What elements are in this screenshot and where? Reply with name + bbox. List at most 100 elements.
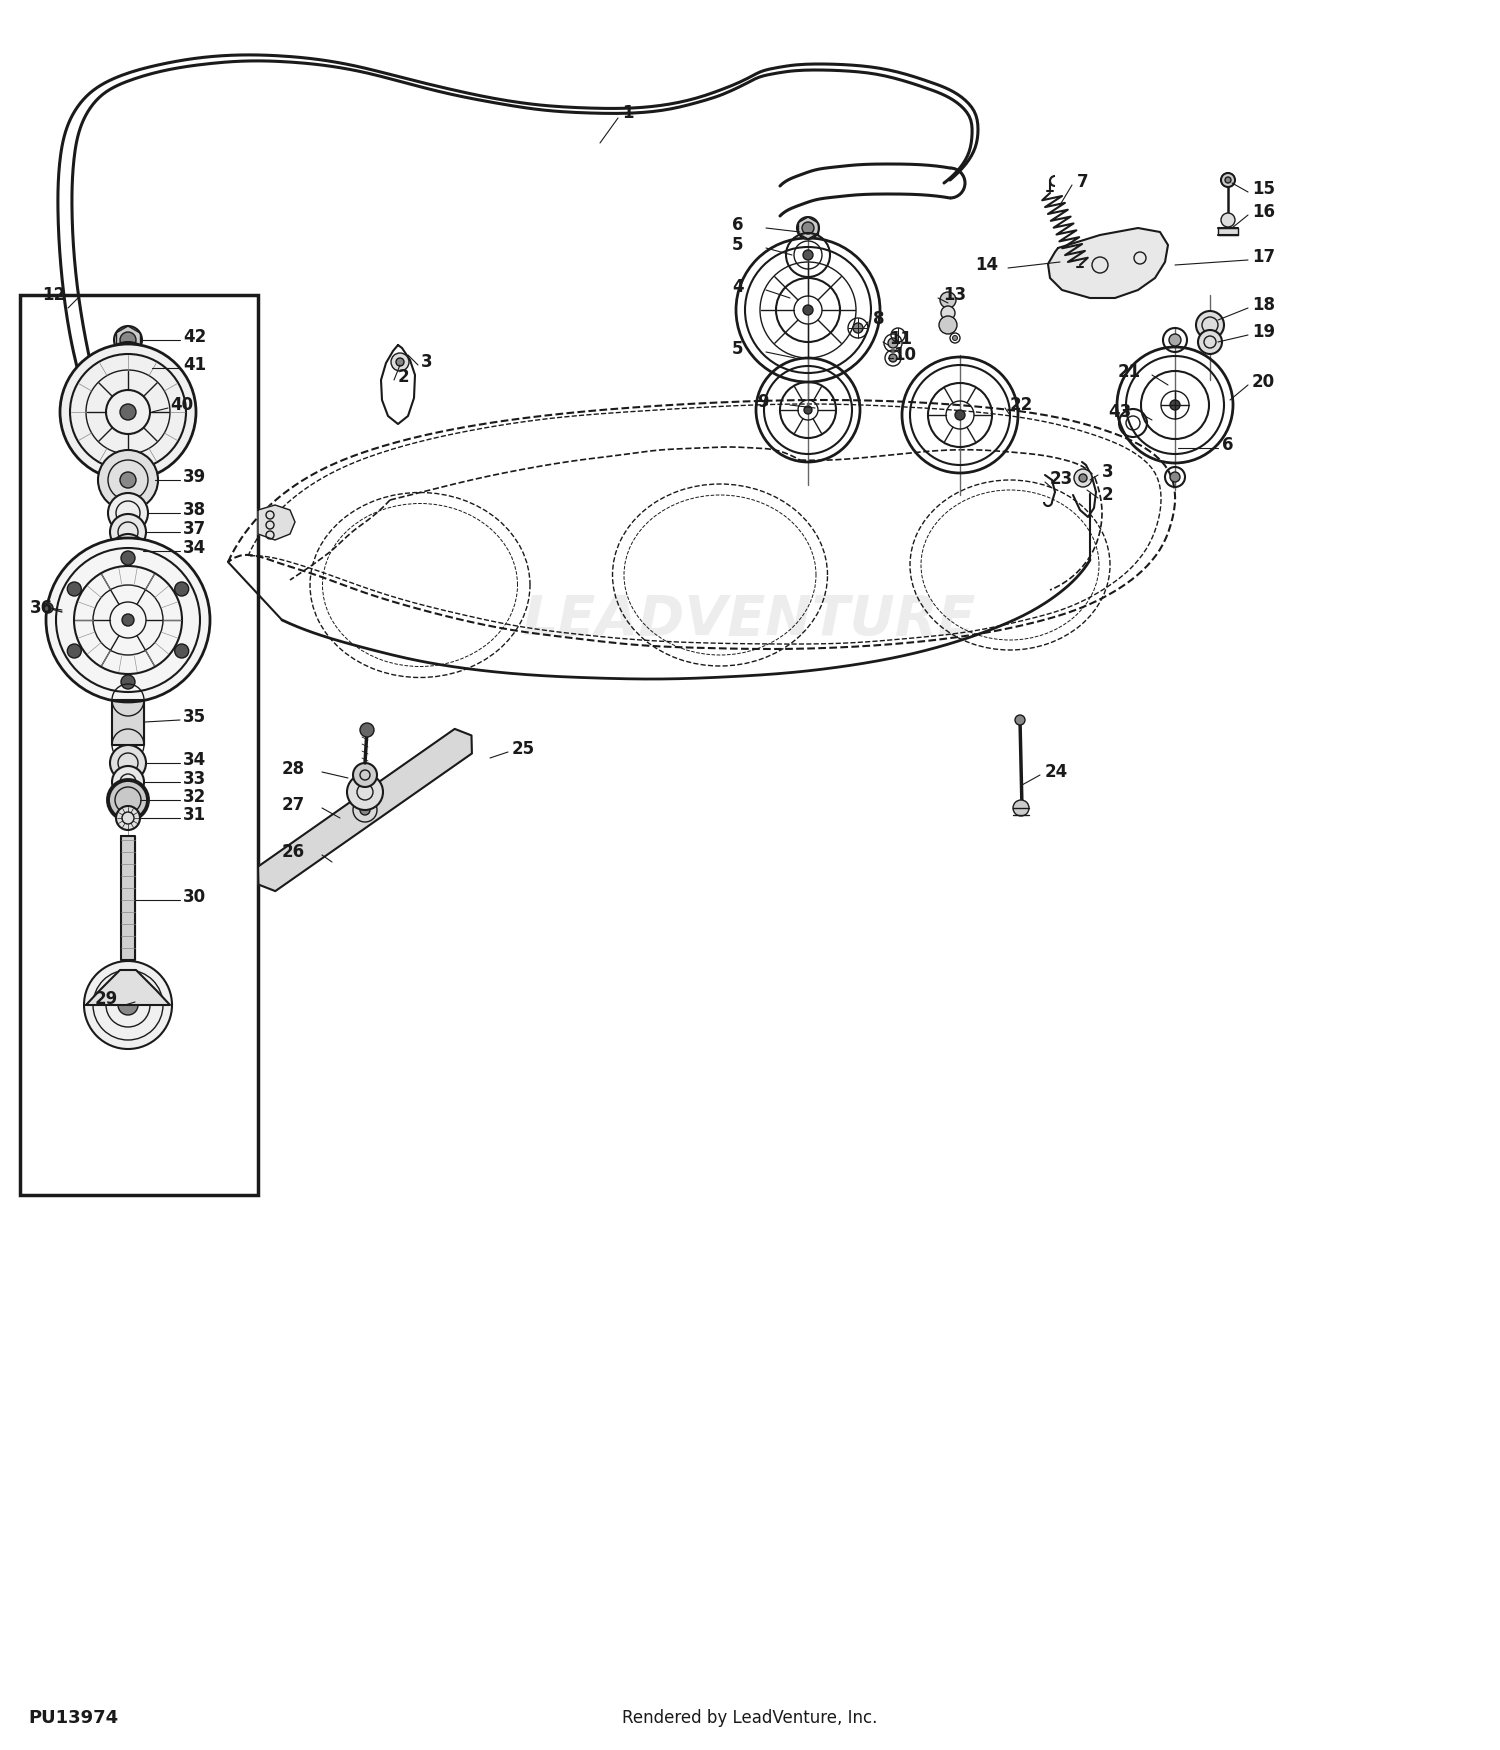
- Text: 18: 18: [1252, 296, 1275, 313]
- Circle shape: [890, 354, 897, 362]
- Circle shape: [122, 614, 134, 626]
- Polygon shape: [86, 970, 170, 1004]
- Text: 23: 23: [1050, 471, 1072, 488]
- Text: 1: 1: [622, 103, 633, 123]
- Text: 6: 6: [1222, 436, 1233, 453]
- Text: 29: 29: [94, 990, 118, 1008]
- Circle shape: [120, 473, 136, 488]
- Circle shape: [360, 723, 374, 737]
- Circle shape: [118, 996, 138, 1015]
- Circle shape: [1170, 473, 1180, 481]
- Text: LEADVENTURE: LEADVENTURE: [524, 593, 976, 648]
- Polygon shape: [1048, 228, 1168, 298]
- Text: PU13974: PU13974: [28, 1710, 118, 1727]
- Circle shape: [84, 961, 172, 1048]
- Text: 33: 33: [183, 770, 207, 788]
- Circle shape: [1170, 401, 1180, 410]
- Polygon shape: [112, 700, 144, 746]
- Circle shape: [111, 534, 146, 569]
- Text: 4: 4: [732, 278, 744, 296]
- Circle shape: [108, 493, 148, 534]
- Text: 6: 6: [732, 215, 744, 235]
- Text: 9: 9: [758, 394, 768, 411]
- Circle shape: [939, 317, 957, 334]
- Text: 11: 11: [890, 331, 912, 348]
- Bar: [20, 296, 258, 1195]
- Circle shape: [352, 763, 376, 788]
- Circle shape: [120, 404, 136, 420]
- Circle shape: [1221, 214, 1234, 228]
- Circle shape: [940, 292, 956, 308]
- Circle shape: [60, 345, 196, 480]
- Circle shape: [802, 304, 813, 315]
- Text: 34: 34: [183, 539, 207, 556]
- Circle shape: [122, 676, 135, 690]
- Circle shape: [1078, 474, 1088, 481]
- Text: 19: 19: [1252, 324, 1275, 341]
- Text: 17: 17: [1252, 248, 1275, 266]
- Text: 14: 14: [975, 255, 998, 275]
- Text: Rendered by LeadVenture, Inc.: Rendered by LeadVenture, Inc.: [622, 1710, 878, 1727]
- Text: 32: 32: [183, 788, 207, 807]
- Text: 42: 42: [183, 327, 207, 346]
- Circle shape: [44, 604, 52, 612]
- Text: 3: 3: [1102, 464, 1113, 481]
- Circle shape: [108, 780, 148, 821]
- Circle shape: [802, 222, 814, 234]
- Circle shape: [174, 644, 189, 658]
- Text: 20: 20: [1252, 373, 1275, 390]
- Text: 41: 41: [183, 355, 206, 374]
- Circle shape: [68, 583, 81, 597]
- Circle shape: [122, 551, 135, 565]
- Circle shape: [1013, 800, 1029, 816]
- Circle shape: [802, 250, 813, 261]
- Text: 13: 13: [944, 285, 966, 304]
- Circle shape: [68, 644, 81, 658]
- Circle shape: [110, 746, 146, 780]
- Circle shape: [46, 537, 210, 702]
- Circle shape: [1226, 177, 1232, 184]
- Text: 16: 16: [1252, 203, 1275, 220]
- Text: 5: 5: [732, 340, 744, 359]
- Circle shape: [174, 583, 189, 597]
- Text: 37: 37: [183, 520, 207, 537]
- Text: 43: 43: [1108, 402, 1131, 422]
- Text: 8: 8: [873, 310, 885, 327]
- Circle shape: [952, 336, 957, 341]
- Circle shape: [114, 326, 142, 354]
- Text: 24: 24: [1046, 763, 1068, 780]
- Circle shape: [796, 217, 819, 240]
- Circle shape: [1196, 312, 1224, 340]
- Text: 10: 10: [892, 346, 916, 364]
- Circle shape: [1168, 334, 1180, 346]
- Circle shape: [1074, 469, 1092, 486]
- Text: 40: 40: [170, 396, 194, 415]
- Polygon shape: [1218, 228, 1237, 234]
- Text: 30: 30: [183, 887, 206, 906]
- Circle shape: [98, 450, 158, 509]
- Circle shape: [888, 338, 898, 348]
- Circle shape: [1016, 716, 1025, 724]
- Text: 21: 21: [1118, 362, 1142, 382]
- Circle shape: [346, 774, 382, 810]
- Circle shape: [120, 332, 136, 348]
- Circle shape: [956, 410, 964, 420]
- Text: 5: 5: [732, 236, 744, 254]
- Text: 12: 12: [42, 285, 64, 304]
- Text: 22: 22: [1010, 396, 1034, 415]
- Text: 27: 27: [282, 796, 306, 814]
- Text: 26: 26: [282, 844, 304, 861]
- Text: 15: 15: [1252, 180, 1275, 198]
- Circle shape: [110, 514, 146, 550]
- Text: 36: 36: [30, 598, 52, 618]
- Text: 34: 34: [183, 751, 207, 768]
- Circle shape: [392, 354, 410, 371]
- Text: 39: 39: [183, 467, 207, 486]
- Polygon shape: [258, 506, 296, 541]
- Text: 2: 2: [398, 368, 410, 387]
- Text: 25: 25: [512, 740, 536, 758]
- Circle shape: [853, 324, 862, 332]
- Text: 38: 38: [183, 500, 206, 520]
- Text: 3: 3: [422, 354, 432, 371]
- Polygon shape: [122, 836, 135, 961]
